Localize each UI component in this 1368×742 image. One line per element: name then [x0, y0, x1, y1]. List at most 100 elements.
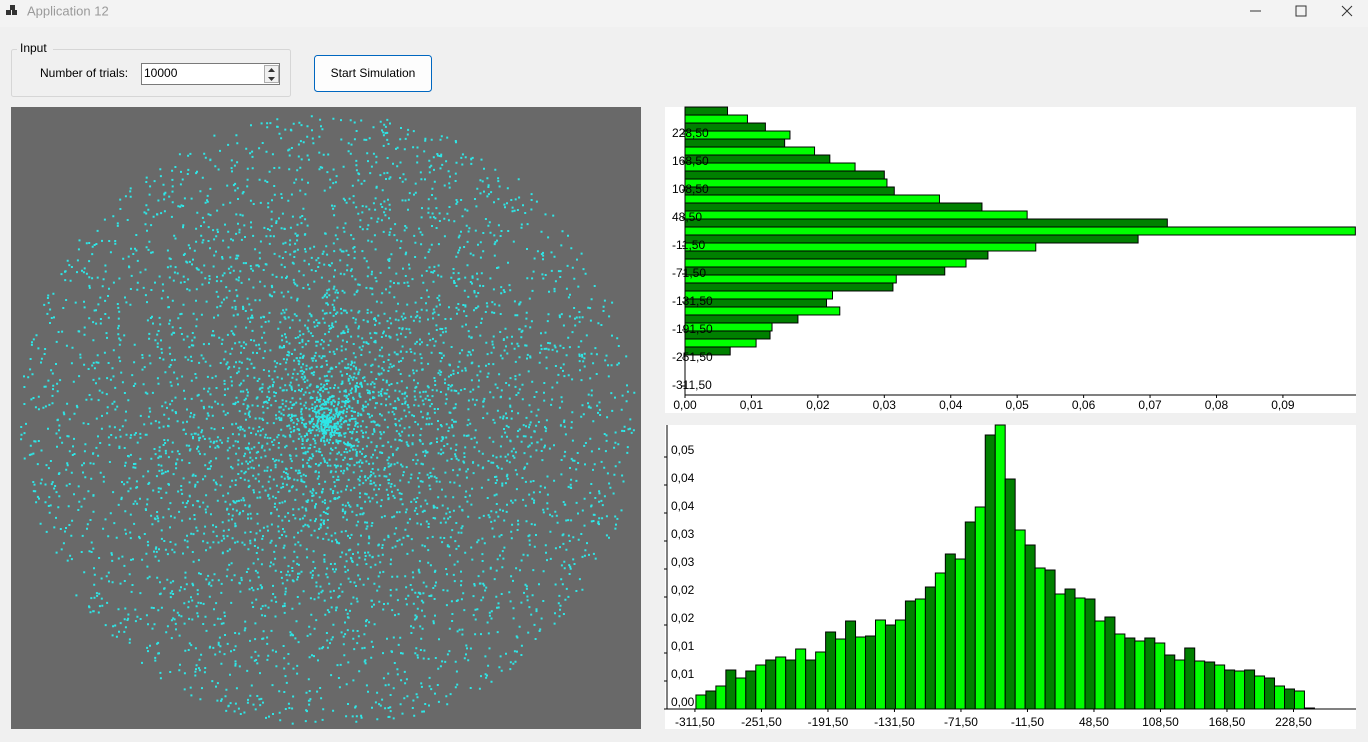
bar: [904, 600, 916, 710]
trials-value: 10000: [144, 66, 178, 80]
y-tick-label: 0,03: [671, 555, 695, 569]
start-button-label: Start Simulation: [331, 66, 416, 80]
window-title: Application 12: [27, 3, 109, 18]
bar: [815, 651, 827, 710]
bar: [874, 619, 886, 710]
bar: [684, 282, 894, 292]
bar: [865, 635, 876, 710]
bar: [684, 242, 1037, 252]
bar: [684, 250, 989, 260]
bar: [914, 598, 926, 710]
bar: [684, 266, 946, 276]
bar: [725, 669, 737, 710]
bar: [1284, 688, 1295, 710]
bar: [684, 138, 786, 148]
x-tick-label: 0,03: [873, 398, 897, 412]
bar: [964, 521, 976, 710]
bar: [1274, 685, 1286, 710]
x-tick-label: -191,50: [808, 715, 849, 729]
scatter-dots: [20, 115, 636, 725]
start-button[interactable]: [314, 55, 432, 92]
y-tick-label: 0,02: [671, 611, 695, 625]
maximize-button[interactable]: [1295, 5, 1307, 17]
y-tick-label: -71,50: [672, 266, 706, 280]
bar: [1293, 690, 1305, 710]
bar: [974, 506, 986, 710]
bar: [1244, 669, 1256, 710]
bar: [684, 178, 888, 188]
bar: [1184, 647, 1196, 710]
bar: [1214, 664, 1226, 710]
y-tick-label: 0,02: [671, 583, 695, 597]
bar: [934, 572, 946, 710]
bar: [1094, 620, 1106, 710]
bar: [894, 619, 906, 710]
bar: [1114, 633, 1126, 710]
bar: [684, 106, 729, 116]
bar: [684, 338, 757, 348]
bar: [994, 424, 1006, 710]
y-tick-label: 108,50: [672, 182, 709, 196]
x-tick-label: 0,08: [1205, 398, 1229, 412]
y-tick-label: -191,50: [672, 322, 713, 336]
y-tick-label: 0,01: [671, 667, 695, 681]
bar: [1164, 654, 1176, 710]
group-label: Input: [20, 41, 47, 55]
close-button[interactable]: [1341, 5, 1353, 17]
y-tick-label: -311,50: [672, 378, 712, 392]
bar: [1074, 597, 1086, 710]
bar: [705, 690, 717, 710]
bar: [715, 685, 727, 710]
bar: [1144, 637, 1156, 710]
bar: [1054, 593, 1066, 710]
bar: [1084, 598, 1096, 710]
y-tick-label: 0,05: [671, 443, 695, 457]
y-tick-label: 0,04: [671, 499, 695, 513]
y-tick-label: -131,50: [672, 294, 713, 308]
app-icon: [6, 5, 17, 15]
bar: [684, 114, 748, 124]
x-tick-label: 0,01: [740, 398, 764, 412]
bar: [684, 210, 1028, 220]
bar: [805, 659, 817, 710]
bar: [1134, 640, 1146, 710]
y-tick-label: 0,03: [671, 527, 695, 541]
y-tick-label: 0,01: [671, 639, 695, 653]
bar: [684, 202, 983, 212]
bar: [684, 234, 1139, 244]
bar: [1104, 616, 1116, 710]
bar: [884, 624, 896, 710]
bar: [684, 218, 1168, 228]
bar: [954, 558, 966, 710]
bar: [684, 194, 940, 204]
trials-label: Number of trials:: [40, 66, 128, 80]
bar: [1194, 660, 1206, 710]
spinner-arrows: [268, 68, 275, 81]
x-tick-label: 0,07: [1138, 398, 1162, 412]
bar: [1264, 677, 1276, 710]
bar: [1204, 661, 1216, 710]
y-tick-label: 0,00: [671, 695, 695, 709]
bar: [1174, 659, 1186, 710]
x-tick-label: 0,09: [1271, 398, 1295, 412]
bar: [735, 677, 747, 710]
x-tick-label: 168,50: [1209, 715, 1246, 729]
trials-input[interactable]: [141, 63, 280, 85]
x-tick-label: -251,50: [741, 715, 782, 729]
y-tick-label: 168,50: [672, 154, 709, 168]
bar: [684, 274, 897, 284]
x-tick-label: -311,50: [675, 715, 715, 729]
x-tick-label: 0,00: [673, 398, 697, 412]
group-box: [11, 49, 291, 97]
bar: [1044, 569, 1056, 710]
bar: [825, 631, 837, 710]
bar: [1014, 529, 1026, 710]
bar: [765, 659, 777, 710]
bar: [1154, 642, 1166, 710]
x-tick-label: -11,50: [1011, 715, 1044, 729]
spinner[interactable]: [264, 65, 279, 83]
bar: [1064, 588, 1076, 710]
bar: [684, 162, 856, 172]
